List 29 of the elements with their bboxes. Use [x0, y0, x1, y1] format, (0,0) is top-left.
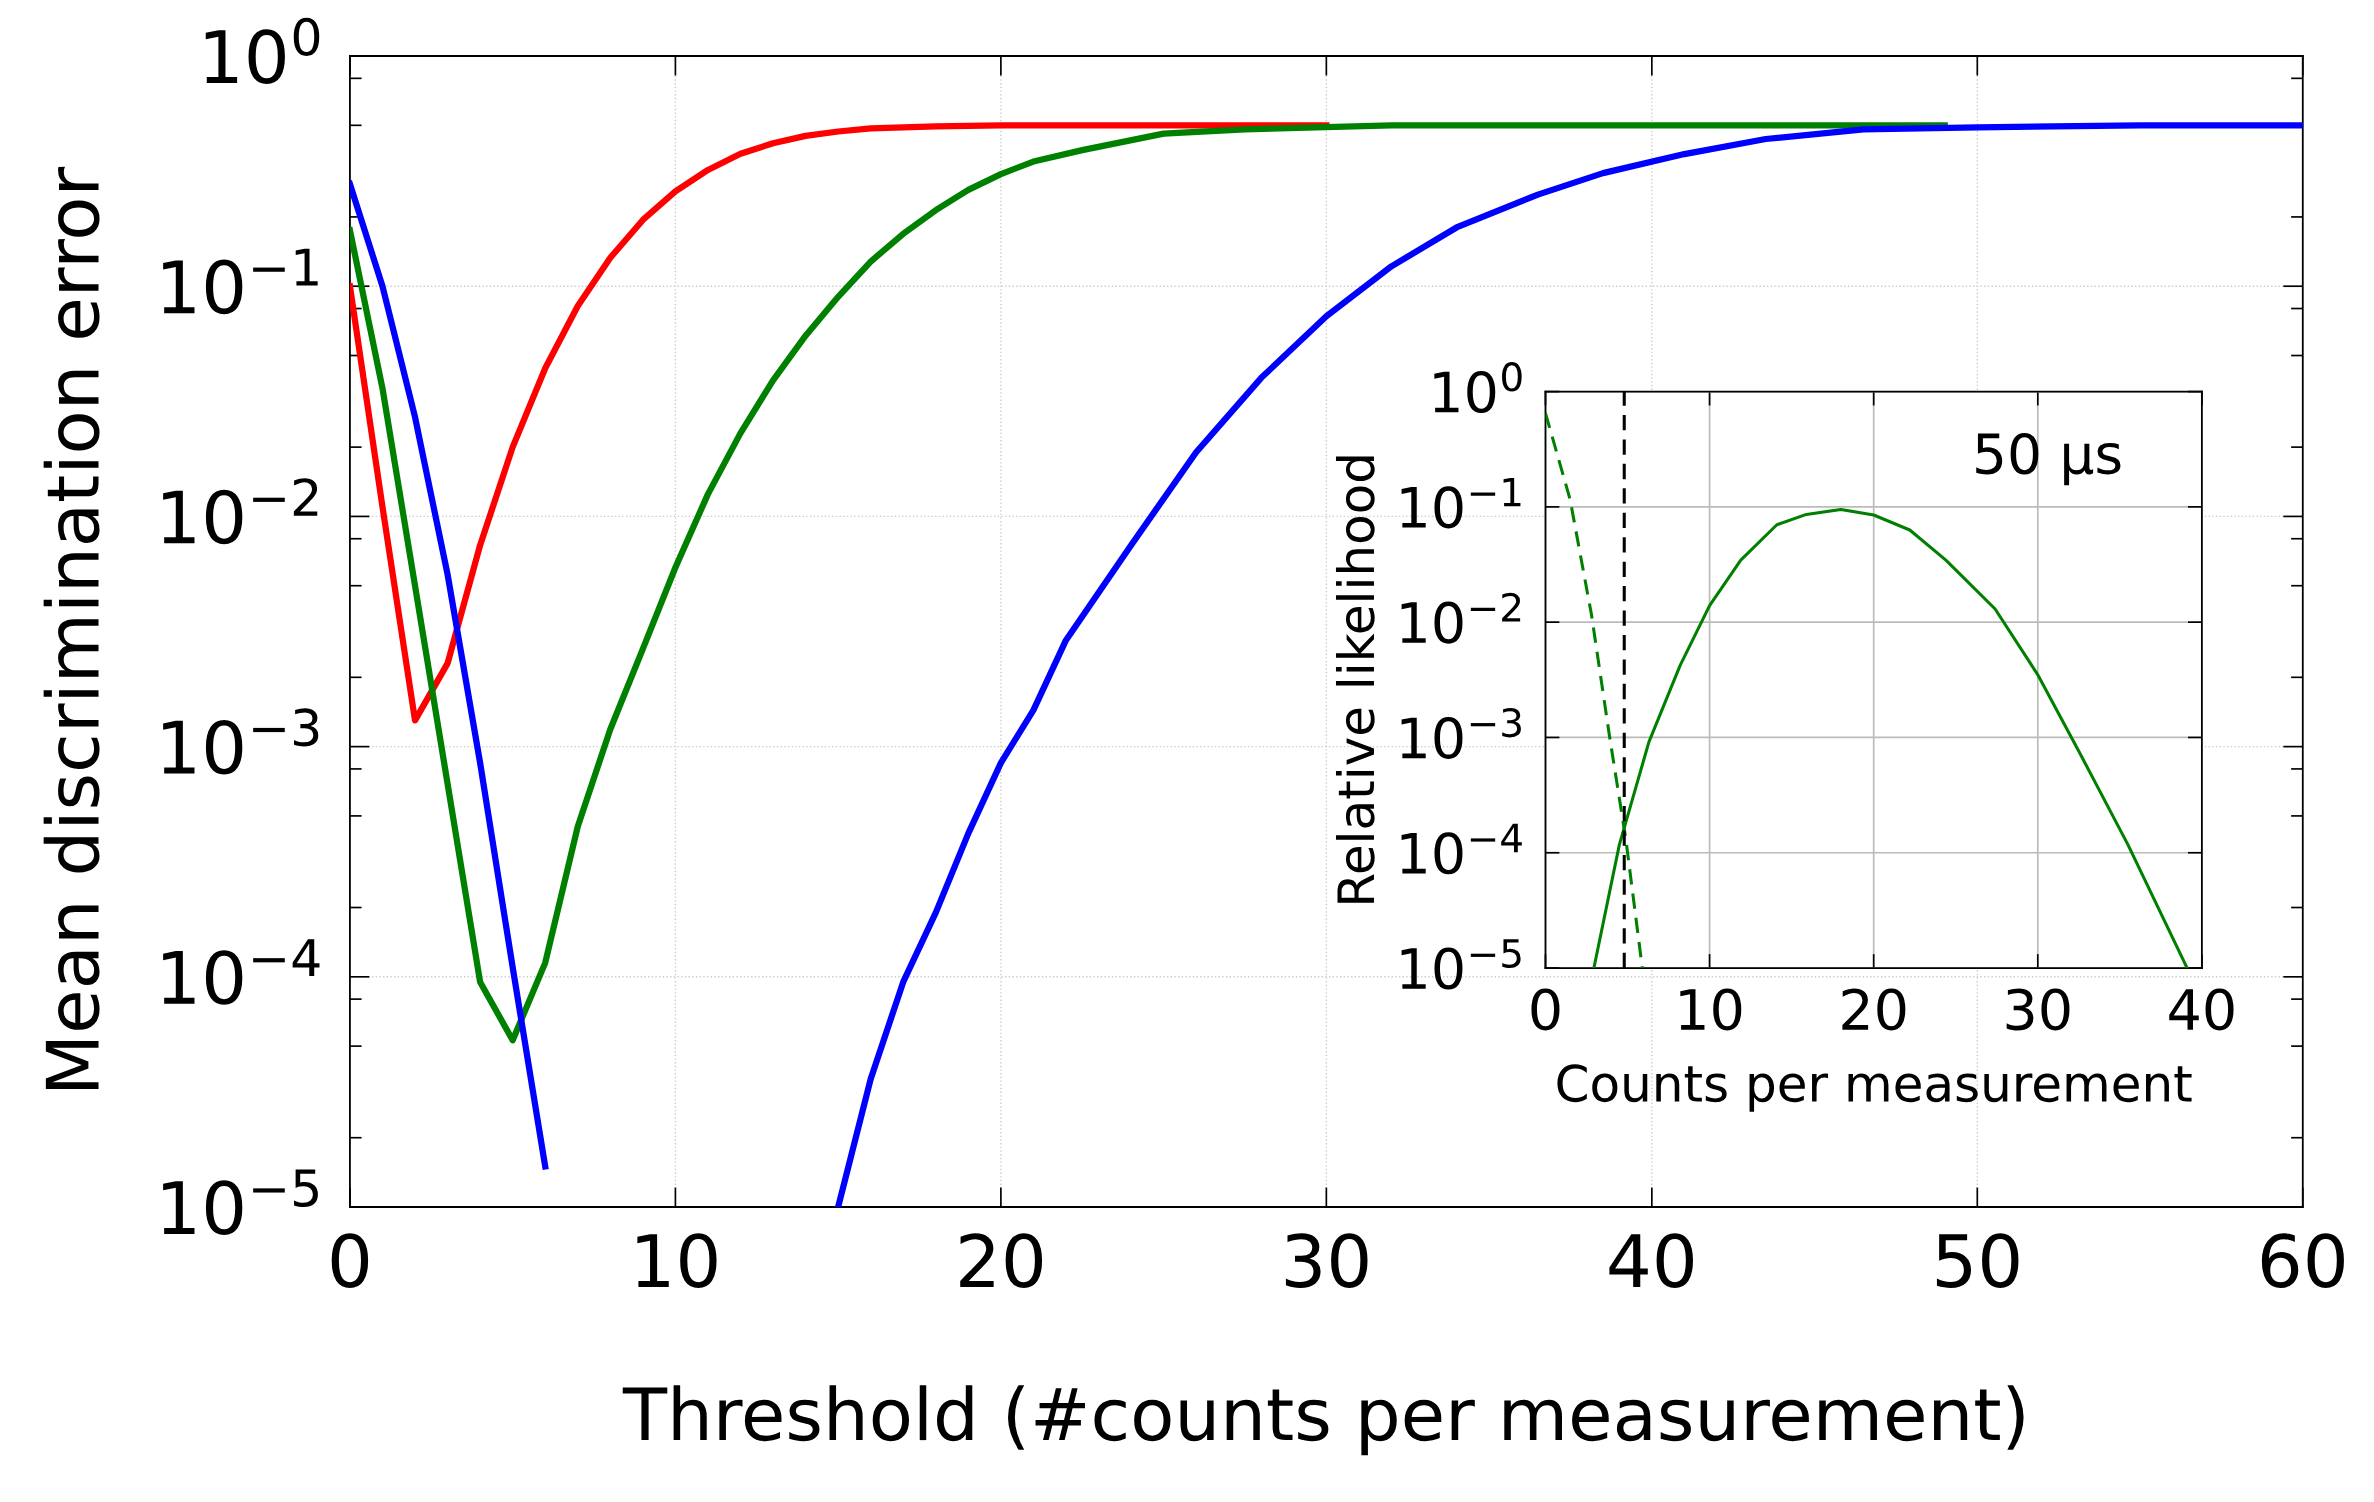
x-tick-label: 50 [1936, 1233, 2019, 1288]
y-tick-label: 10$^{−1}$ [163, 248, 318, 315]
x-tick-label: 10 [637, 1233, 717, 1288]
x-tick-label: 40 [1609, 1233, 1693, 1288]
x-tick-label: 30 [2006, 988, 2070, 1031]
y-tick-label: 10$^{−5}$ [1401, 939, 1521, 990]
x-tick-label: 60 [2261, 1233, 2344, 1288]
y-axis-title: Relative likelihood [1335, 456, 1375, 903]
y-axis-title: Mean discrimination error [43, 166, 100, 1090]
y-tick-label: 10$^{−2}$ [163, 478, 318, 545]
x-tick-label: 10 [1680, 988, 1742, 1031]
y-tick-label: 10$^{−1}$ [1401, 477, 1521, 529]
y-tick-label: 10$^{−3}$ [1401, 708, 1521, 759]
y-tick-label: 10$^{0}$ [1434, 362, 1522, 414]
y-tick-label: 10$^{−2}$ [1401, 592, 1521, 644]
x-tick-label: 40 [2169, 988, 2234, 1031]
x-tick-label: 20 [1842, 988, 1906, 1031]
x-tick-label: 0 [1531, 988, 1560, 1031]
x-axis-title: Threshold (#counts per measurement) [622, 1385, 2024, 1456]
y-tick-label: 10$^{−4}$ [1401, 823, 1522, 875]
y-tick-label: 10$^{−4}$ [163, 939, 320, 1005]
x-tick-label: 20 [960, 1233, 1043, 1288]
y-tick-label: 10$^{−5}$ [163, 1169, 318, 1235]
x-axis-title: Counts per measurement [1557, 1064, 2192, 1112]
y-tick-label: 10$^{−3}$ [163, 708, 319, 775]
annotation: 50 µs [1976, 432, 2121, 486]
x-tick-label: 30 [1285, 1233, 1368, 1288]
x-tick-label: 0 [331, 1233, 369, 1288]
y-tick-label: 10$^{0}$ [205, 17, 320, 84]
